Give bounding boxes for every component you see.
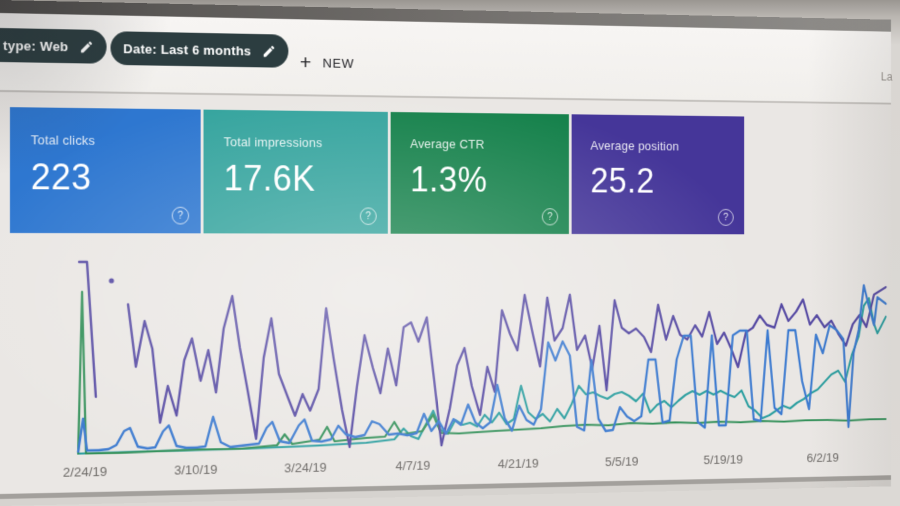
x-axis-label: 4/7/19 [395,457,431,474]
chart-line-position [128,287,886,451]
x-axis-label: 4/21/19 [497,455,539,472]
chart-line-clicks [78,285,886,451]
x-axis-label: 5/5/19 [604,454,639,469]
filter-chip-date[interactable]: Date: Last 6 months [110,31,289,68]
filter-toolbar: type: Web Date: Last 6 months + NEW La [0,13,893,105]
pencil-icon[interactable] [79,39,94,54]
x-axis-label: 5/19/19 [703,452,743,467]
pencil-icon[interactable] [262,43,276,58]
x-axis-label: 2/24/19 [62,464,108,480]
x-axis-label: 3/24/19 [284,459,327,476]
filter-chip-search-type[interactable]: type: Web [0,26,107,64]
chart-point-position [108,278,115,284]
x-axis-label: 3/10/19 [174,461,218,478]
x-axis-label: 6/2/19 [806,450,839,465]
